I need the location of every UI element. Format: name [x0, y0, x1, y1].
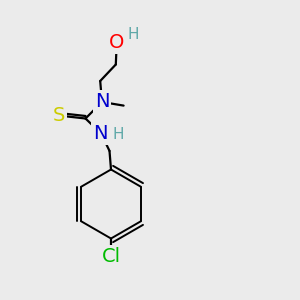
Text: H: H [128, 27, 139, 42]
Text: Cl: Cl [101, 247, 121, 266]
Text: O: O [109, 33, 124, 52]
Text: S: S [52, 106, 65, 125]
Text: H: H [113, 127, 124, 142]
Text: N: N [93, 124, 108, 143]
Text: N: N [95, 92, 109, 111]
